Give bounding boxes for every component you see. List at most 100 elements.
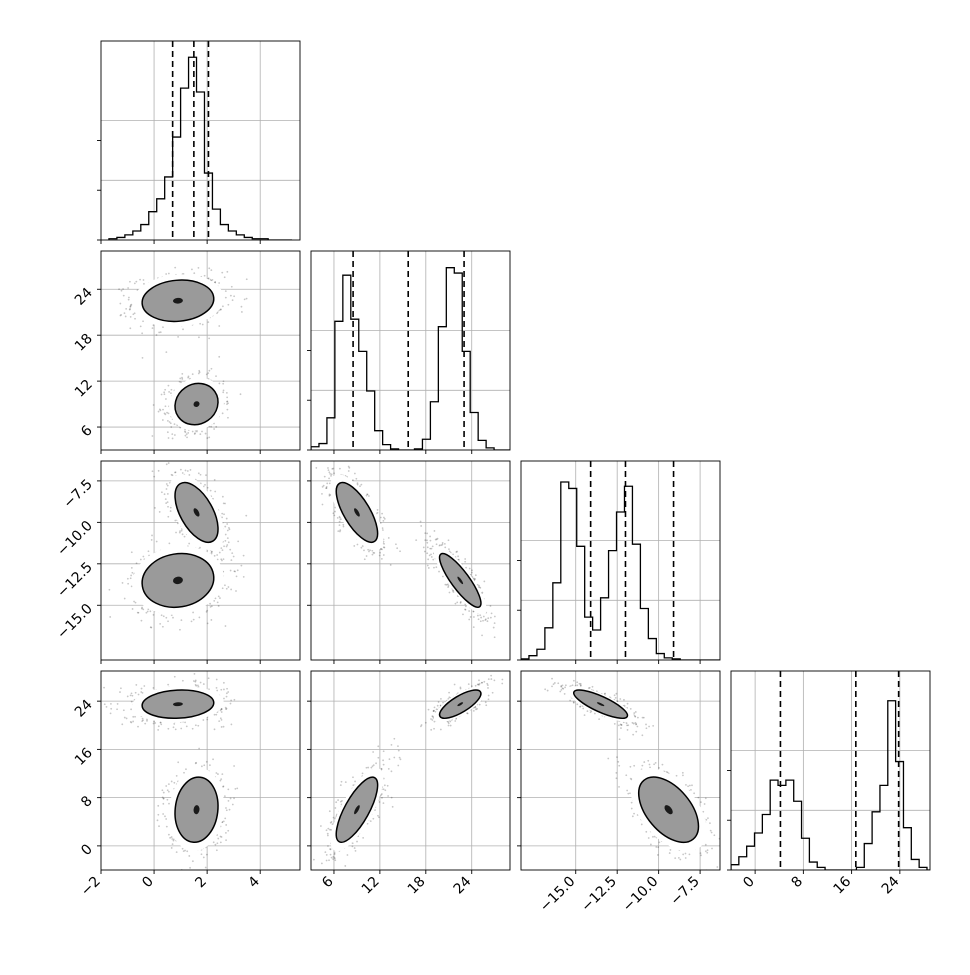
sample-point [181, 373, 183, 375]
sample-point [420, 525, 422, 527]
sample-point [226, 588, 228, 590]
sample-point [339, 524, 341, 526]
sample-point [162, 626, 164, 628]
sample-point [221, 517, 223, 519]
sample-point [379, 552, 381, 554]
sample-point [223, 726, 225, 728]
sample-point [221, 513, 223, 515]
sample-point [230, 703, 232, 705]
sample-point [130, 316, 132, 318]
sample-point [222, 383, 224, 385]
sample-point [357, 482, 359, 484]
sample-point [142, 608, 144, 610]
sample-point [219, 597, 221, 599]
sample-point [141, 688, 143, 690]
sample-point [159, 511, 161, 513]
sample-point [424, 539, 426, 541]
panel-3-3 [517, 461, 720, 664]
sample-point [366, 555, 368, 557]
sample-point [165, 398, 167, 400]
sample-point [130, 721, 132, 723]
sample-point [174, 520, 176, 522]
panel-3-1: −15.0−12.5−10.0−7.5 [54, 457, 300, 664]
sample-point [204, 275, 206, 277]
sample-point [430, 553, 432, 555]
sample-point [490, 617, 492, 619]
sample-point [332, 459, 334, 461]
sample-point [360, 484, 362, 486]
sample-point [172, 617, 174, 619]
sample-point [329, 482, 331, 484]
sample-point [213, 428, 215, 430]
sample-point [191, 620, 193, 622]
sample-point [108, 589, 110, 591]
sample-point [367, 549, 369, 551]
sample-point [230, 589, 232, 591]
sample-point [162, 409, 164, 411]
sample-point [110, 708, 112, 710]
sample-point [135, 602, 137, 604]
sample-point [215, 714, 217, 716]
sample-point [227, 537, 229, 539]
sample-point [144, 723, 146, 725]
sample-point [225, 708, 227, 710]
sample-point [168, 273, 170, 275]
sample-point [221, 719, 223, 721]
sample-point [169, 421, 171, 423]
sample-point [160, 723, 162, 725]
sample-point [182, 533, 184, 535]
sample-point [436, 543, 438, 545]
sample-point [191, 269, 193, 271]
sample-point [226, 271, 228, 273]
sample-point [244, 298, 246, 300]
sample-point [174, 676, 176, 678]
sample-point [197, 684, 199, 686]
sample-point [141, 620, 143, 622]
sample-point [198, 617, 200, 619]
sample-point [230, 559, 232, 561]
sample-point [141, 607, 143, 609]
sample-point [132, 313, 134, 315]
sample-point [124, 312, 126, 314]
sample-point [223, 689, 225, 691]
sample-point [172, 474, 174, 476]
sample-point [150, 626, 152, 628]
sample-point [220, 547, 222, 549]
sample-point [153, 476, 155, 478]
sample-point [475, 574, 477, 576]
sample-point [381, 513, 383, 515]
sample-point [227, 691, 229, 693]
sample-point [333, 472, 335, 474]
sample-point [426, 539, 428, 541]
sample-point [453, 591, 455, 593]
sample-point [187, 432, 189, 434]
sample-point [218, 356, 220, 358]
sample-point [483, 616, 485, 618]
sample-point [494, 616, 496, 618]
sample-point [181, 530, 183, 532]
sample-point [185, 470, 187, 472]
sample-point [227, 304, 229, 306]
y-tick-label: −12.5 [54, 559, 96, 601]
sample-point [221, 272, 223, 274]
sample-point [119, 303, 121, 305]
sample-point [165, 273, 167, 275]
sample-point [348, 467, 350, 469]
sample-point [132, 716, 134, 718]
sample-point [167, 420, 169, 422]
sample-point [343, 526, 345, 528]
sample-point [214, 479, 216, 481]
sample-point [465, 609, 467, 611]
sample-point [167, 485, 169, 487]
sample-point [471, 569, 473, 571]
sample-point [168, 462, 170, 464]
sample-point [473, 578, 475, 580]
y-tick-label: 24 [72, 285, 96, 309]
panel-1-1 [97, 41, 300, 244]
sample-point [207, 372, 209, 374]
histogram-3 [521, 482, 720, 660]
sample-point [184, 536, 186, 538]
sample-point [134, 318, 136, 320]
sample-point [226, 544, 228, 546]
sample-point [207, 622, 209, 624]
